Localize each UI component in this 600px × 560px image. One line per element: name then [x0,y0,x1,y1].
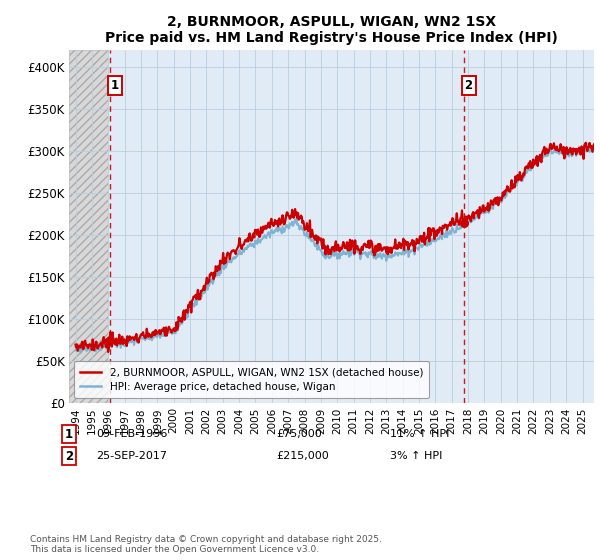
Text: 2: 2 [464,79,473,92]
2, BURNMOOR, ASPULL, WIGAN, WN2 1SX (detached house) [292,206,299,212]
Text: 09-FEB-1996: 09-FEB-1996 [96,429,167,439]
Text: 3% ↑ HPI: 3% ↑ HPI [390,451,442,461]
Bar [108,50,594,403]
Text: Contains HM Land Registry data © Crown copyright and database right 2025.
This d: Contains HM Land Registry data © Crown c… [30,535,382,554]
HPI: Average price, detached house, Wigan: (2.01e+03, 1.85e+05): Average price, detached house, Wigan: (2… [413,244,421,251]
Text: 2: 2 [65,450,73,463]
2, BURNMOOR, ASPULL, WIGAN, WN2 1SX (detached house) [244,235,251,242]
HPI: Average price, detached house, Wigan: (2e+03, 1.31e+05): Average price, detached house, Wigan: (2… [200,290,207,296]
HPI: Average price, detached house, Wigan: (2.03e+03, 3.02e+05): Average price, detached house, Wigan: (2… [590,146,598,153]
2, BURNMOOR, ASPULL, WIGAN, WN2 1SX (detached house) [447,222,454,229]
Legend: 2, BURNMOOR, ASPULL, WIGAN, WN2 1SX (detached house), HPI: Average price, detach: 2, BURNMOOR, ASPULL, WIGAN, WN2 1SX (det… [74,361,430,398]
HPI: Average price, detached house, Wigan: (1.99e+03, 6.72e+04): Average price, detached house, Wigan: (1… [72,343,79,350]
Line: 2, BURNMOOR, ASPULL, WIGAN, WN2 1SX (detached house): 2, BURNMOOR, ASPULL, WIGAN, WN2 1SX (det… [76,209,463,352]
HPI: Average price, detached house, Wigan: (2e+03, 1.78e+05): Average price, detached house, Wigan: (2… [236,250,244,257]
Text: 1: 1 [65,427,73,441]
Text: 11% ↑ HPI: 11% ↑ HPI [390,429,449,439]
2, BURNMOOR, ASPULL, WIGAN, WN2 1SX (detached house) [134,338,141,344]
Text: £215,000: £215,000 [276,451,329,461]
Bar [69,50,108,403]
Title: 2, BURNMOOR, ASPULL, WIGAN, WN2 1SX
Price paid vs. HM Land Registry's House Pric: 2, BURNMOOR, ASPULL, WIGAN, WN2 1SX Pric… [105,15,558,45]
2, BURNMOOR, ASPULL, WIGAN, WN2 1SX (detached house) [81,338,88,345]
HPI: Average price, detached house, Wigan: (2.02e+03, 2.93e+05): Average price, detached house, Wigan: (2… [540,153,547,160]
Line: HPI: Average price, detached house, Wigan: HPI: Average price, detached house, Wiga… [76,148,594,353]
2, BURNMOOR, ASPULL, WIGAN, WN2 1SX (detached house) [329,246,337,253]
2, BURNMOOR, ASPULL, WIGAN, WN2 1SX (detached house) [72,341,79,348]
2, BURNMOOR, ASPULL, WIGAN, WN2 1SX (detached house) [278,220,286,226]
HPI: Average price, detached house, Wigan: (1.99e+03, 5.99e+04): Average price, detached house, Wigan: (1… [77,349,85,356]
2, BURNMOOR, ASPULL, WIGAN, WN2 1SX (detached house) [104,349,112,356]
Text: 25-SEP-2017: 25-SEP-2017 [96,451,167,461]
HPI: Average price, detached house, Wigan: (2.02e+03, 2.26e+05): Average price, detached house, Wigan: (2… [476,210,484,217]
HPI: Average price, detached house, Wigan: (2e+03, 1.64e+05): Average price, detached house, Wigan: (2… [219,262,226,269]
2, BURNMOOR, ASPULL, WIGAN, WN2 1SX (detached house) [460,217,467,224]
Text: 1: 1 [111,79,119,92]
HPI: Average price, detached house, Wigan: (2.03e+03, 3.04e+05): Average price, detached house, Wigan: (2… [585,144,592,151]
Text: £75,000: £75,000 [276,429,322,439]
